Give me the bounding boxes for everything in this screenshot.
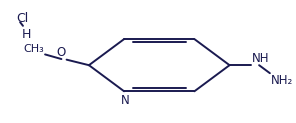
- Text: NH₂: NH₂: [271, 74, 293, 87]
- Text: O: O: [56, 46, 65, 59]
- Text: N: N: [121, 94, 130, 107]
- Text: NH: NH: [252, 52, 269, 65]
- Text: CH₃: CH₃: [23, 44, 44, 54]
- Text: H: H: [22, 28, 31, 41]
- Text: Cl: Cl: [16, 12, 28, 25]
